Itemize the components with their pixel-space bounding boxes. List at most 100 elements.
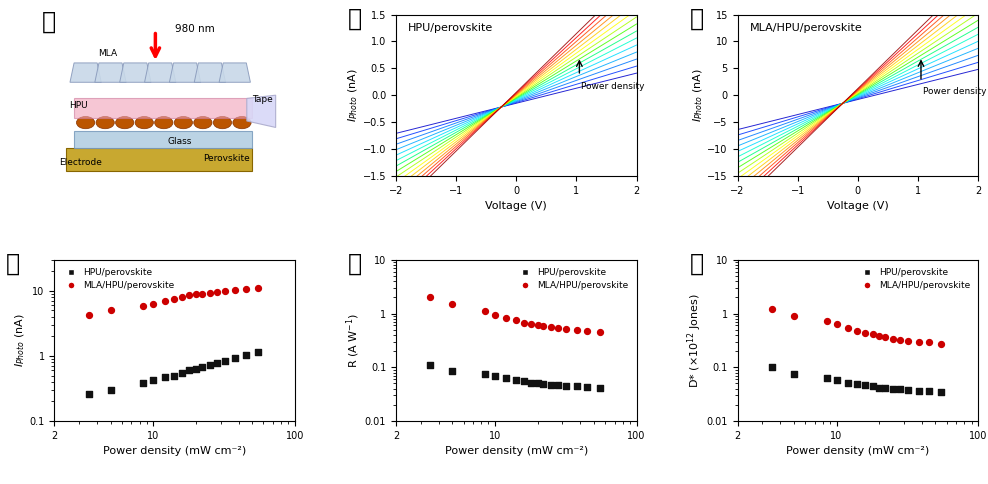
Point bbox=[530, 379, 545, 387]
Point bbox=[934, 388, 949, 396]
Point bbox=[934, 340, 949, 348]
Point bbox=[864, 331, 880, 338]
Point bbox=[423, 361, 439, 369]
Circle shape bbox=[194, 117, 212, 129]
X-axis label: Voltage (V): Voltage (V) bbox=[827, 201, 889, 211]
Point bbox=[174, 369, 190, 377]
Polygon shape bbox=[195, 63, 225, 82]
Point bbox=[858, 329, 873, 336]
Point bbox=[217, 357, 233, 364]
Point bbox=[535, 380, 551, 388]
Point bbox=[174, 293, 190, 301]
Text: HPU: HPU bbox=[69, 101, 87, 110]
Y-axis label: $I_{Photo}$ (nA): $I_{Photo}$ (nA) bbox=[691, 68, 704, 122]
Text: 라: 라 bbox=[6, 252, 21, 276]
Polygon shape bbox=[247, 95, 276, 127]
Polygon shape bbox=[219, 63, 250, 82]
Point bbox=[194, 290, 209, 298]
Point bbox=[227, 287, 243, 294]
Text: 나: 나 bbox=[348, 6, 362, 30]
Point bbox=[543, 324, 559, 332]
Point bbox=[558, 382, 574, 390]
Text: Perovskite: Perovskite bbox=[204, 154, 250, 163]
Point bbox=[445, 300, 460, 308]
Point bbox=[877, 333, 893, 341]
Point bbox=[238, 286, 254, 293]
Point bbox=[850, 327, 865, 334]
Point bbox=[166, 295, 182, 303]
Point bbox=[81, 390, 97, 398]
Point bbox=[81, 312, 97, 319]
Point bbox=[182, 366, 198, 374]
Point bbox=[194, 363, 209, 371]
Polygon shape bbox=[169, 63, 201, 82]
Text: 다: 다 bbox=[690, 6, 703, 30]
Point bbox=[157, 297, 173, 305]
Point bbox=[569, 326, 585, 334]
Point bbox=[202, 362, 217, 369]
Point bbox=[103, 306, 119, 314]
Point bbox=[477, 370, 493, 378]
Text: MLA/HPU/perovskite: MLA/HPU/perovskite bbox=[750, 23, 863, 32]
Point bbox=[764, 305, 780, 313]
Point bbox=[885, 335, 901, 343]
Point bbox=[445, 367, 460, 375]
Circle shape bbox=[135, 117, 153, 129]
X-axis label: Power density (mW cm⁻²): Power density (mW cm⁻²) bbox=[786, 446, 930, 456]
Point bbox=[550, 381, 566, 389]
Point bbox=[208, 359, 224, 367]
Point bbox=[911, 338, 927, 346]
Point bbox=[764, 363, 780, 371]
Legend: HPU/perovskite, MLA/HPU/perovskite: HPU/perovskite, MLA/HPU/perovskite bbox=[855, 264, 973, 294]
Point bbox=[524, 378, 539, 386]
Text: Power density: Power density bbox=[923, 87, 986, 96]
Point bbox=[885, 385, 901, 393]
Circle shape bbox=[76, 117, 95, 129]
Point bbox=[850, 380, 865, 388]
Text: MLA: MLA bbox=[98, 49, 117, 59]
Legend: HPU/perovskite, MLA/HPU/perovskite: HPU/perovskite, MLA/HPU/perovskite bbox=[513, 264, 632, 294]
Text: Glass: Glass bbox=[167, 136, 192, 146]
Point bbox=[516, 318, 532, 326]
Point bbox=[516, 378, 532, 385]
Point bbox=[786, 312, 802, 320]
Circle shape bbox=[116, 117, 133, 129]
Polygon shape bbox=[73, 98, 252, 118]
Point bbox=[487, 311, 503, 318]
Point bbox=[423, 293, 439, 301]
Text: Power density: Power density bbox=[581, 82, 645, 91]
Point bbox=[145, 300, 161, 308]
Y-axis label: $I_{Photo}$ (nA): $I_{Photo}$ (nA) bbox=[347, 68, 360, 122]
Point bbox=[900, 386, 916, 394]
Point bbox=[135, 302, 151, 310]
Point bbox=[208, 288, 224, 296]
Point bbox=[911, 387, 927, 394]
Point bbox=[217, 287, 233, 295]
Point bbox=[535, 322, 551, 330]
X-axis label: Power density (mW cm⁻²): Power density (mW cm⁻²) bbox=[103, 446, 246, 456]
Point bbox=[498, 314, 514, 322]
Point bbox=[227, 354, 243, 362]
Point bbox=[864, 383, 880, 391]
Circle shape bbox=[96, 117, 115, 129]
Circle shape bbox=[233, 117, 251, 129]
Point bbox=[543, 381, 559, 389]
Y-axis label: D* ($\times$10$^{12}$ Jones): D* ($\times$10$^{12}$ Jones) bbox=[685, 293, 703, 388]
Point bbox=[530, 321, 545, 329]
Point bbox=[202, 289, 217, 297]
Point bbox=[477, 307, 493, 315]
Y-axis label: $I_{Photo}$ (nA): $I_{Photo}$ (nA) bbox=[13, 314, 27, 367]
Point bbox=[558, 325, 574, 333]
Polygon shape bbox=[66, 149, 252, 171]
Point bbox=[166, 372, 182, 379]
Point bbox=[840, 324, 856, 332]
Point bbox=[550, 324, 566, 332]
Point bbox=[508, 376, 524, 384]
Point bbox=[921, 387, 937, 395]
Legend: HPU/perovskite, MLA/HPU/perovskite: HPU/perovskite, MLA/HPU/perovskite bbox=[59, 264, 178, 294]
Point bbox=[840, 378, 856, 386]
Point bbox=[580, 383, 596, 391]
Text: 바: 바 bbox=[690, 252, 703, 276]
Text: 가: 가 bbox=[42, 10, 56, 34]
Point bbox=[829, 377, 845, 384]
